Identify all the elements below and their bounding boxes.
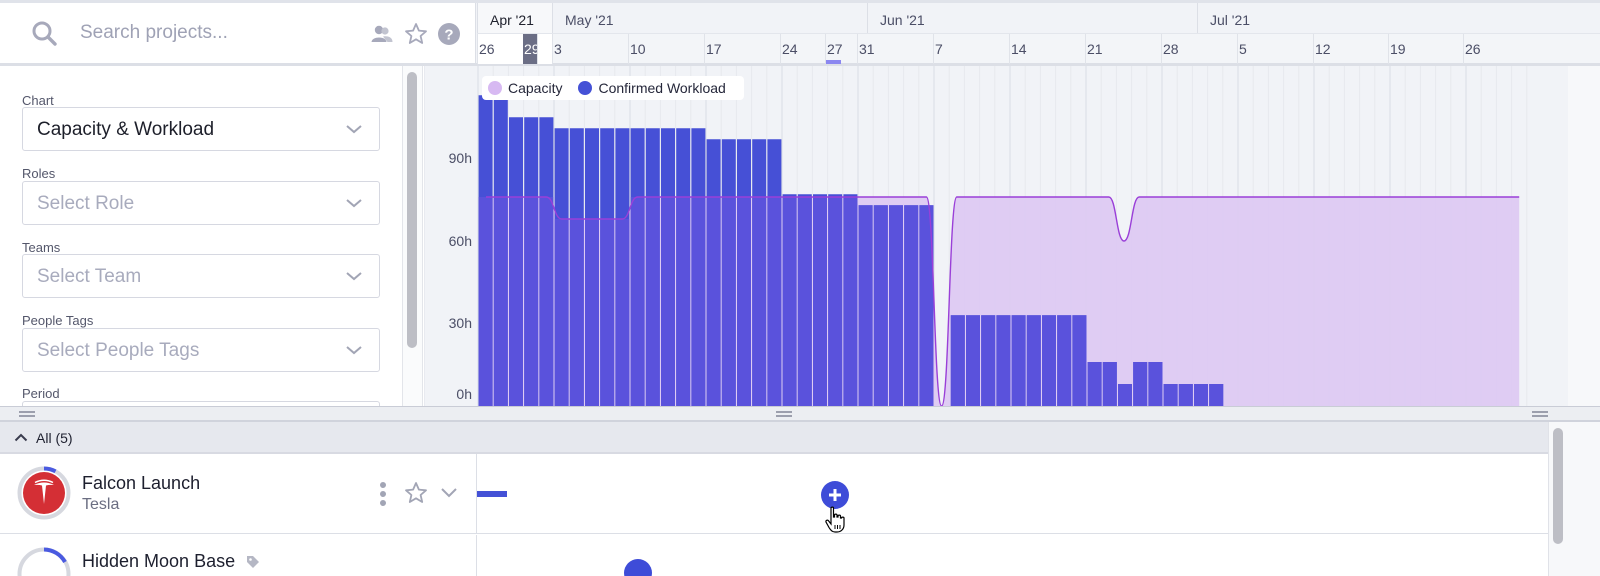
legend-capacity[interactable]: Capacity xyxy=(488,80,562,96)
capacity-workload-chart: 90h 60h 30h 0h Capacity Confirmed Worklo… xyxy=(424,66,1600,406)
week-label[interactable]: 7 xyxy=(933,34,1009,64)
workload-dot-icon xyxy=(578,81,593,95)
chart-select-value: Capacity & Workload xyxy=(37,119,215,140)
week-label[interactable]: 26 xyxy=(477,34,523,64)
project-name[interactable]: Hidden Moon Base xyxy=(82,551,236,571)
legend-capacity-label: Capacity xyxy=(508,80,563,96)
people-tags-label: People Tags xyxy=(22,313,94,328)
day-row: 26 29 3 10 17 24 27 31 7 14 21 28 5 12 19 26 xyxy=(477,33,1600,64)
project-client: Tesla xyxy=(82,496,120,513)
month-label: Apr '21 xyxy=(477,3,552,33)
week-label[interactable]: 21 xyxy=(1085,34,1161,64)
chevron-down-icon xyxy=(346,125,362,134)
chevron-up-icon[interactable] xyxy=(14,432,28,442)
week-label[interactable]: 17 xyxy=(704,34,780,64)
right-gutter xyxy=(1568,66,1600,576)
capacity-dot-icon xyxy=(488,81,502,95)
y-tick-30: 30h xyxy=(448,315,472,331)
y-tick-60: 60h xyxy=(448,233,472,249)
period-label: Period xyxy=(22,386,60,401)
teams-select[interactable]: Select Team xyxy=(22,254,380,298)
y-tick-0: 0h xyxy=(456,386,472,402)
teams-label: Teams xyxy=(22,240,61,255)
chart-canvas xyxy=(424,66,1528,406)
period-select[interactable] xyxy=(22,401,380,406)
more-options-icon[interactable] xyxy=(378,481,388,507)
chart-legend: Capacity Confirmed Workload xyxy=(482,76,744,100)
add-assignment-button[interactable] xyxy=(821,481,849,509)
panel-splitter[interactable] xyxy=(0,406,1600,422)
legend-workload[interactable]: Confirmed Workload xyxy=(578,80,726,96)
chart-label: Chart xyxy=(22,93,54,108)
roles-select-placeholder: Select Role xyxy=(37,193,135,214)
chart-select[interactable]: Capacity & Workload xyxy=(22,107,380,151)
week-label[interactable]: 28 xyxy=(1161,34,1237,64)
star-icon[interactable] xyxy=(404,481,428,505)
chevron-down-icon[interactable] xyxy=(440,487,458,499)
project-info: Falcon Launch Tesla xyxy=(0,454,477,533)
project-avatar[interactable] xyxy=(17,547,71,576)
tag-icon xyxy=(247,556,259,568)
month-row: Apr '21 May '21 Jun '21 Jul '21 xyxy=(477,3,1600,33)
list-scrollbar[interactable] xyxy=(1548,422,1568,576)
drag-handle-icon[interactable] xyxy=(1532,411,1548,417)
group-header[interactable]: All (5) xyxy=(0,422,1548,454)
chevron-down-icon xyxy=(346,272,362,281)
project-row[interactable]: Hidden Moon Base xyxy=(0,535,1548,576)
assignment-bar[interactable] xyxy=(477,491,507,497)
week-label[interactable]: 5 xyxy=(1237,34,1313,64)
plus-icon xyxy=(829,489,841,501)
roles-select[interactable]: Select Role xyxy=(22,181,380,225)
week-label[interactable]: 14 xyxy=(1009,34,1085,64)
search-input[interactable] xyxy=(80,17,350,49)
chevron-down-icon xyxy=(346,199,362,208)
week-label[interactable]: 27 xyxy=(825,34,856,64)
week-label[interactable]: 12 xyxy=(1313,34,1388,64)
search-area: ? xyxy=(0,3,476,63)
search-icon[interactable] xyxy=(31,20,57,46)
chevron-down-icon xyxy=(346,346,362,355)
week-label[interactable]: 31 xyxy=(857,34,933,64)
month-label: Jul '21 xyxy=(1197,3,1527,33)
scrollbar-thumb[interactable] xyxy=(1553,428,1563,544)
month-label: Jun '21 xyxy=(867,3,1197,33)
filter-panel-scrollbar[interactable] xyxy=(403,66,423,406)
svg-text:?: ? xyxy=(444,27,453,44)
project-row[interactable]: Falcon Launch Tesla xyxy=(0,454,1548,534)
filter-panel: Chart Capacity & Workload Roles Select R… xyxy=(0,66,403,406)
week-label[interactable]: 3 xyxy=(552,34,628,64)
roles-label: Roles xyxy=(22,166,56,181)
y-tick-90: 90h xyxy=(448,150,472,166)
week-label[interactable]: 26 xyxy=(1463,34,1539,64)
help-icon[interactable]: ? xyxy=(437,22,461,46)
drag-handle-icon[interactable] xyxy=(776,411,792,417)
project-avatar[interactable] xyxy=(17,466,71,520)
week-label[interactable]: 24 xyxy=(780,34,825,64)
timeline-header: Apr '21 May '21 Jun '21 Jul '21 26 29 3 10 17 24… xyxy=(477,3,1600,64)
people-tags-select-placeholder: Select People Tags xyxy=(37,340,200,361)
people-icon[interactable] xyxy=(370,22,394,46)
project-info: Hidden Moon Base xyxy=(0,535,477,576)
today-marker[interactable]: 29 xyxy=(523,34,540,64)
star-icon[interactable] xyxy=(404,22,428,46)
scrollbar-thumb[interactable] xyxy=(407,72,417,348)
teams-select-placeholder: Select Team xyxy=(37,266,142,287)
add-assignment-button[interactable] xyxy=(624,559,652,576)
pointer-cursor-icon xyxy=(825,506,845,533)
month-label: May '21 xyxy=(552,3,867,33)
week-label[interactable]: 10 xyxy=(628,34,704,64)
drag-handle-icon[interactable] xyxy=(19,411,35,417)
week-label[interactable] xyxy=(537,34,552,64)
people-tags-select[interactable]: Select People Tags xyxy=(22,328,380,372)
week-label[interactable]: 19 xyxy=(1388,34,1463,64)
group-label: All (5) xyxy=(36,430,73,446)
project-name[interactable]: Falcon Launch xyxy=(82,473,201,493)
legend-workload-label: Confirmed Workload xyxy=(598,80,726,96)
